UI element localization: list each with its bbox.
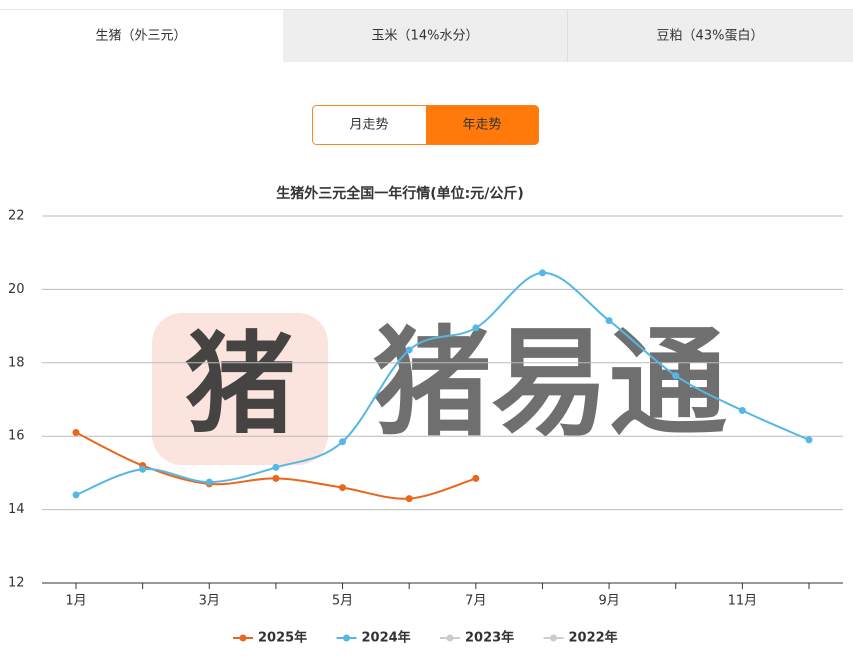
tab[interactable]: 豆粕（43%蛋白） [657, 28, 764, 44]
legend-label[interactable]: 2023年 [465, 630, 514, 646]
x-tick-label: 3月 [199, 594, 220, 609]
legend-marker [446, 634, 454, 642]
data-point [738, 407, 746, 415]
y-tick-label: 12 [8, 576, 25, 591]
tab-bg [283, 10, 568, 62]
data-point [472, 324, 480, 332]
chart-title: 生猪外三元全国一年行情(单位:元/公斤) [276, 185, 524, 202]
data-point [339, 484, 347, 492]
legend-marker [550, 634, 557, 642]
data-point [605, 317, 613, 325]
data-point [805, 436, 813, 444]
x-tick-label: 1月 [65, 594, 86, 609]
y-tick-label: 18 [8, 355, 25, 370]
watermark-icon [152, 313, 328, 465]
tab[interactable]: 玉米（14%水分） [372, 29, 479, 44]
toggle-button[interactable]: 年走势 [462, 117, 501, 133]
watermark-text: 猪易通 [373, 314, 727, 452]
data-point [538, 269, 546, 277]
data-point [205, 478, 213, 486]
legend-marker [343, 634, 350, 642]
data-point [405, 346, 413, 354]
x-tick-label: 5月 [332, 594, 353, 609]
data-point [139, 465, 147, 473]
data-point [272, 463, 280, 471]
data-point [339, 438, 347, 446]
legend-label[interactable]: 2025年 [258, 630, 307, 646]
toggle-active [426, 105, 539, 145]
watermark-icon-text: 猪 [185, 320, 295, 448]
data-point [72, 491, 80, 499]
data-point [72, 429, 80, 437]
legend-marker [239, 634, 247, 642]
y-tick-label: 22 [8, 209, 25, 224]
data-point [405, 495, 413, 503]
tab[interactable]: 生猪（外三元） [95, 29, 186, 44]
x-tick-label: 7月 [465, 594, 486, 609]
legend-label[interactable]: 2024年 [362, 630, 411, 646]
y-tick-label: 16 [8, 429, 25, 444]
y-tick-label: 14 [8, 502, 25, 517]
x-tick-label: 11月 [728, 594, 758, 609]
y-tick-label: 20 [8, 282, 25, 297]
tab-bg [568, 10, 853, 62]
legend-label[interactable]: 2022年 [569, 630, 618, 646]
toggle-button[interactable]: 月走势 [349, 117, 388, 133]
data-point [472, 474, 480, 482]
data-point [672, 372, 680, 380]
x-tick-label: 9月 [598, 594, 619, 609]
data-point [272, 474, 280, 482]
